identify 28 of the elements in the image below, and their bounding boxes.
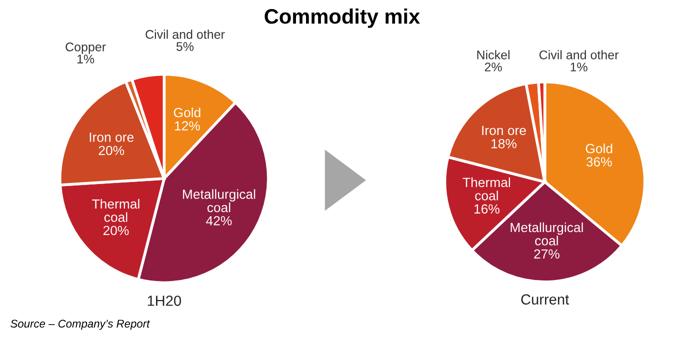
slice-label: Thermal coal [462, 177, 510, 200]
data-label: 42% [206, 216, 232, 226]
text: Commodity mix [264, 8, 420, 28]
text: 1H20 [148, 296, 182, 306]
data-label: 27% [534, 249, 560, 259]
data-label: 5% [176, 42, 194, 51]
slice-label: Copper [66, 42, 106, 54]
slice-label: Nickel [477, 50, 510, 60]
slice-label: Metallurgical coal [183, 189, 256, 212]
data-label: 20% [103, 226, 129, 236]
slice-label: Civil and other [539, 50, 619, 60]
data-label: 2% [484, 62, 502, 72]
data-label: 1% [77, 54, 94, 64]
data-label: 18% [492, 138, 516, 148]
data-label: 12% [174, 121, 200, 130]
data-label: 36% [586, 157, 612, 167]
data-label: 20% [98, 146, 124, 156]
slice-label: Gold [586, 144, 612, 154]
data-label: 1% [570, 62, 588, 72]
slice-label: Iron ore [90, 132, 134, 142]
data-label: 16% [474, 204, 500, 214]
slice-label: Iron ore [482, 126, 526, 136]
slice-label: Metallurgical coal [510, 222, 583, 246]
slice-label: Civil and other [146, 30, 225, 39]
source-note: Source – Company’s Report [10, 320, 150, 330]
text: Current [521, 294, 570, 305]
slice-label: Thermal coal [92, 198, 140, 222]
slice-label: Gold [174, 108, 200, 118]
